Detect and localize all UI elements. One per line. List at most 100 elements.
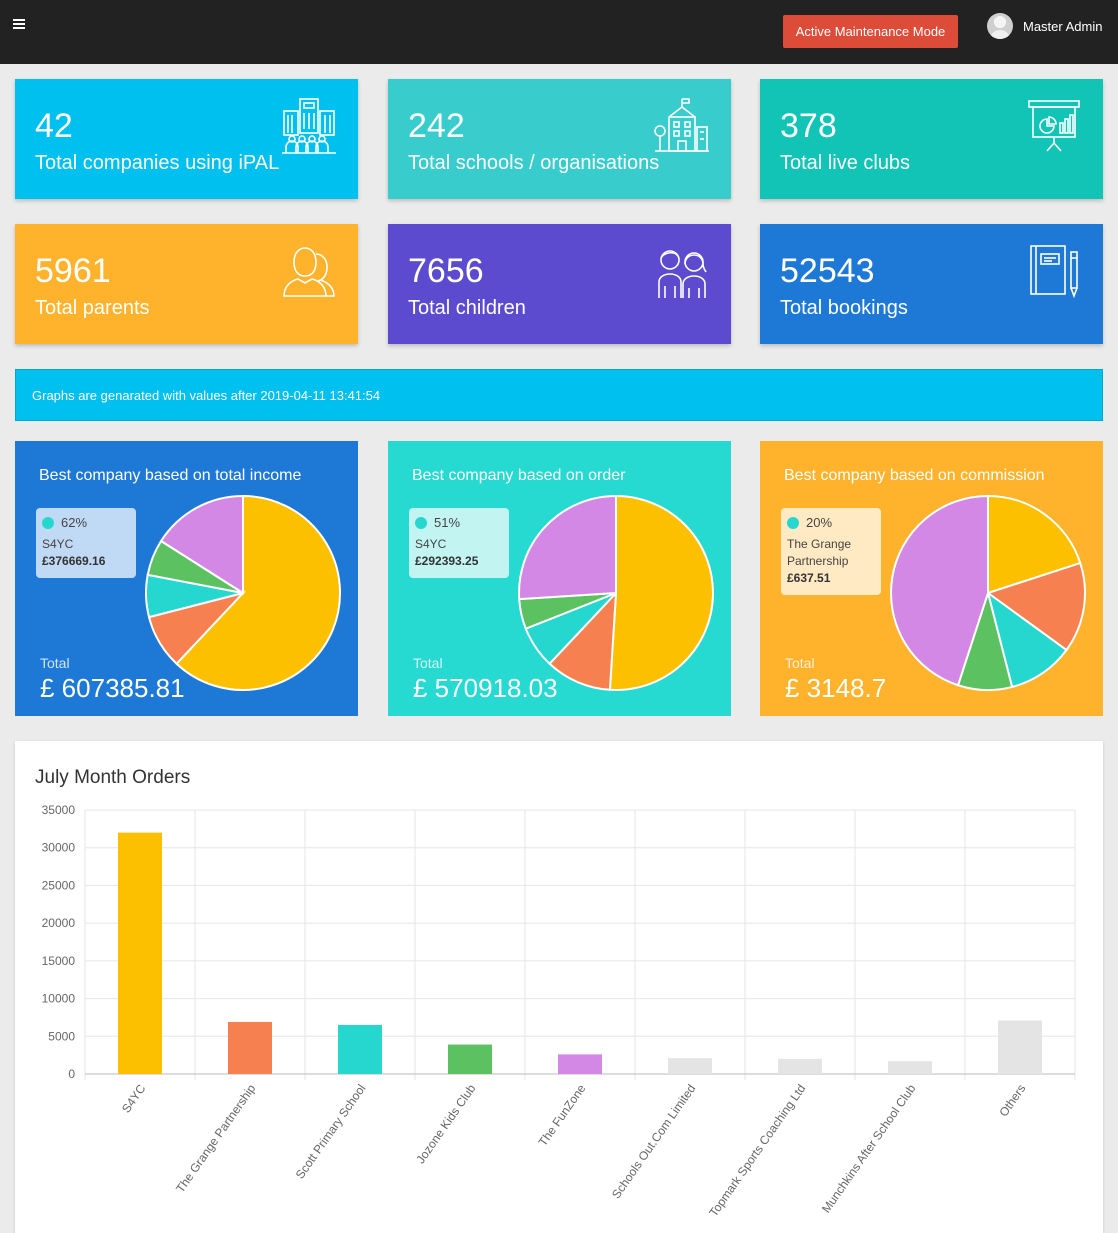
pie-total-label: Total — [40, 655, 70, 671]
pie-total-value: £ 607385.81 — [40, 673, 185, 703]
tooltip-color-dot — [42, 516, 54, 529]
y-tick-label: 15000 — [42, 954, 76, 968]
tooltip-color-dot — [787, 516, 799, 529]
pie-slice[interactable] — [548, 590, 618, 691]
y-tick-label: 0 — [68, 1067, 75, 1081]
bar[interactable] — [228, 1021, 272, 1074]
school-building-icon — [654, 98, 709, 152]
y-tick-label: 20000 — [42, 916, 76, 930]
stat-label: Total parents — [35, 297, 150, 319]
pie-slice[interactable] — [518, 494, 617, 601]
pie-box-commission: Best company based on commission 20% The… — [760, 441, 1103, 716]
bar[interactable] — [778, 1058, 822, 1074]
pie-box-order: Best company based on order 51% S4YC £29… — [388, 441, 731, 716]
top-navbar: Active Maintenance Mode Master Admin — [0, 0, 1118, 64]
pie-total-value: £ 570918.03 — [413, 673, 558, 703]
bar[interactable] — [668, 1058, 712, 1074]
stat-box-bookings: 52543 Total bookings — [760, 224, 1103, 344]
bar[interactable] — [998, 1020, 1042, 1074]
pie-slice[interactable] — [175, 494, 341, 691]
pie-total-value: £ 3148.7 — [785, 673, 887, 703]
tooltip-company: S4YC — [415, 537, 447, 551]
x-tick-label: S4YC — [119, 1081, 149, 1115]
stat-box-children: 7656 Total children — [388, 224, 731, 344]
bar[interactable] — [338, 1024, 382, 1074]
tooltip-percent: 51% — [434, 515, 461, 530]
stat-value: 52543 — [780, 252, 875, 290]
x-tick-label: Scott Primary School — [293, 1082, 369, 1182]
pie-slice[interactable] — [890, 494, 989, 687]
pie-title: Best company based on order — [412, 467, 626, 484]
pie-slice[interactable] — [986, 590, 1068, 689]
maintenance-mode-button[interactable]: Active Maintenance Mode — [783, 15, 958, 48]
tooltip-value: £376669.16 — [42, 554, 106, 568]
user-menu[interactable]: Master Admin — [987, 13, 1102, 39]
stat-label: Total live clubs — [780, 152, 911, 174]
pie-slice[interactable] — [159, 494, 244, 595]
stat-value: 5961 — [35, 252, 111, 290]
pie-slice[interactable] — [987, 494, 1082, 595]
stat-box-companies: 42 Total companies using iPAL — [15, 79, 358, 199]
tooltip-company: The Grange Partnership — [787, 536, 875, 570]
pie-total-label: Total — [785, 655, 815, 671]
stat-box-parents: 5961 Total parents — [15, 224, 358, 344]
tooltip-value: £292393.25 — [415, 554, 479, 568]
presentation-board-icon — [1028, 100, 1080, 152]
pie-title: Best company based on total income — [39, 467, 302, 484]
tooltip-company-line: Partnership — [787, 554, 849, 568]
july-orders-panel: July Month Orders 0 5000 10000 15000 20000 25… — [15, 741, 1103, 1233]
pie-slice[interactable] — [608, 494, 714, 691]
pie-title: Best company based on commission — [784, 467, 1045, 484]
tooltip-company-line: The Grange — [787, 537, 852, 551]
y-tick-label: 35000 — [42, 803, 76, 817]
stat-label: Total schools / organisations — [408, 152, 660, 174]
stat-label: Total companies using iPAL — [35, 152, 280, 174]
parents-icon — [283, 247, 335, 297]
x-tick-label: The Grange Partnership — [173, 1081, 258, 1195]
stat-label: Total bookings — [780, 297, 908, 319]
stat-value: 7656 — [408, 252, 484, 290]
stat-value: 42 — [35, 107, 73, 145]
notebook-icon — [1030, 245, 1078, 299]
x-tick-label: Topmark Sports Coaching Ltd — [706, 1082, 808, 1220]
avatar — [987, 13, 1013, 39]
children-icon — [658, 250, 707, 298]
x-tick-label: Others — [996, 1082, 1028, 1120]
bar[interactable] — [558, 1054, 602, 1074]
tooltip-company: S4YC — [42, 537, 74, 551]
pie-tooltip: 20% The Grange Partnership £637.51 — [781, 508, 881, 595]
stat-value: 378 — [780, 107, 837, 145]
y-tick-label: 5000 — [48, 1029, 75, 1043]
pie-box-income: Best company based on total income 62% S… — [15, 441, 358, 716]
stat-box-clubs: 378 Total live clubs — [760, 79, 1103, 199]
tooltip-percent: 62% — [61, 515, 88, 530]
bar[interactable] — [448, 1044, 492, 1074]
bar[interactable] — [888, 1061, 932, 1074]
pie-tooltip: 51% S4YC £292393.25 — [409, 508, 509, 578]
x-tick-label: Jozone Kids Club — [413, 1081, 478, 1166]
tooltip-percent: 20% — [806, 515, 833, 530]
stat-value: 242 — [408, 107, 465, 145]
tooltip-value: £637.51 — [787, 571, 831, 585]
graphs-info-alert: Graphs are genarated with values after 2… — [15, 369, 1103, 421]
stat-box-schools: 242 Total schools / organisations — [388, 79, 731, 199]
pie-slice[interactable] — [985, 561, 1086, 652]
user-name: Master Admin — [1023, 18, 1103, 34]
pie-tooltip: 62% S4YC £376669.16 — [36, 508, 136, 578]
y-tick-label: 25000 — [42, 878, 76, 892]
july-orders-bar-chart: 0 5000 10000 15000 20000 25000 30000 35000 S4YC T… — [42, 803, 1076, 1220]
tooltip-color-dot — [415, 516, 427, 529]
x-tick-label: Munchkins After School Club — [819, 1081, 919, 1215]
y-tick-label: 30000 — [42, 841, 76, 855]
pie-total-label: Total — [413, 655, 443, 671]
office-building-icon — [282, 98, 336, 154]
y-tick-label: 10000 — [42, 992, 76, 1006]
order-pie-chart — [518, 494, 714, 691]
bar[interactable] — [118, 832, 162, 1074]
commission-pie-chart — [890, 494, 1086, 691]
x-tick-label: Schools Out.Com Limited — [609, 1082, 699, 1201]
income-pie-chart — [145, 494, 341, 691]
bar-chart-title: July Month Orders — [35, 767, 191, 788]
stat-label: Total children — [408, 297, 526, 319]
hamburger-menu-icon[interactable] — [13, 18, 27, 30]
